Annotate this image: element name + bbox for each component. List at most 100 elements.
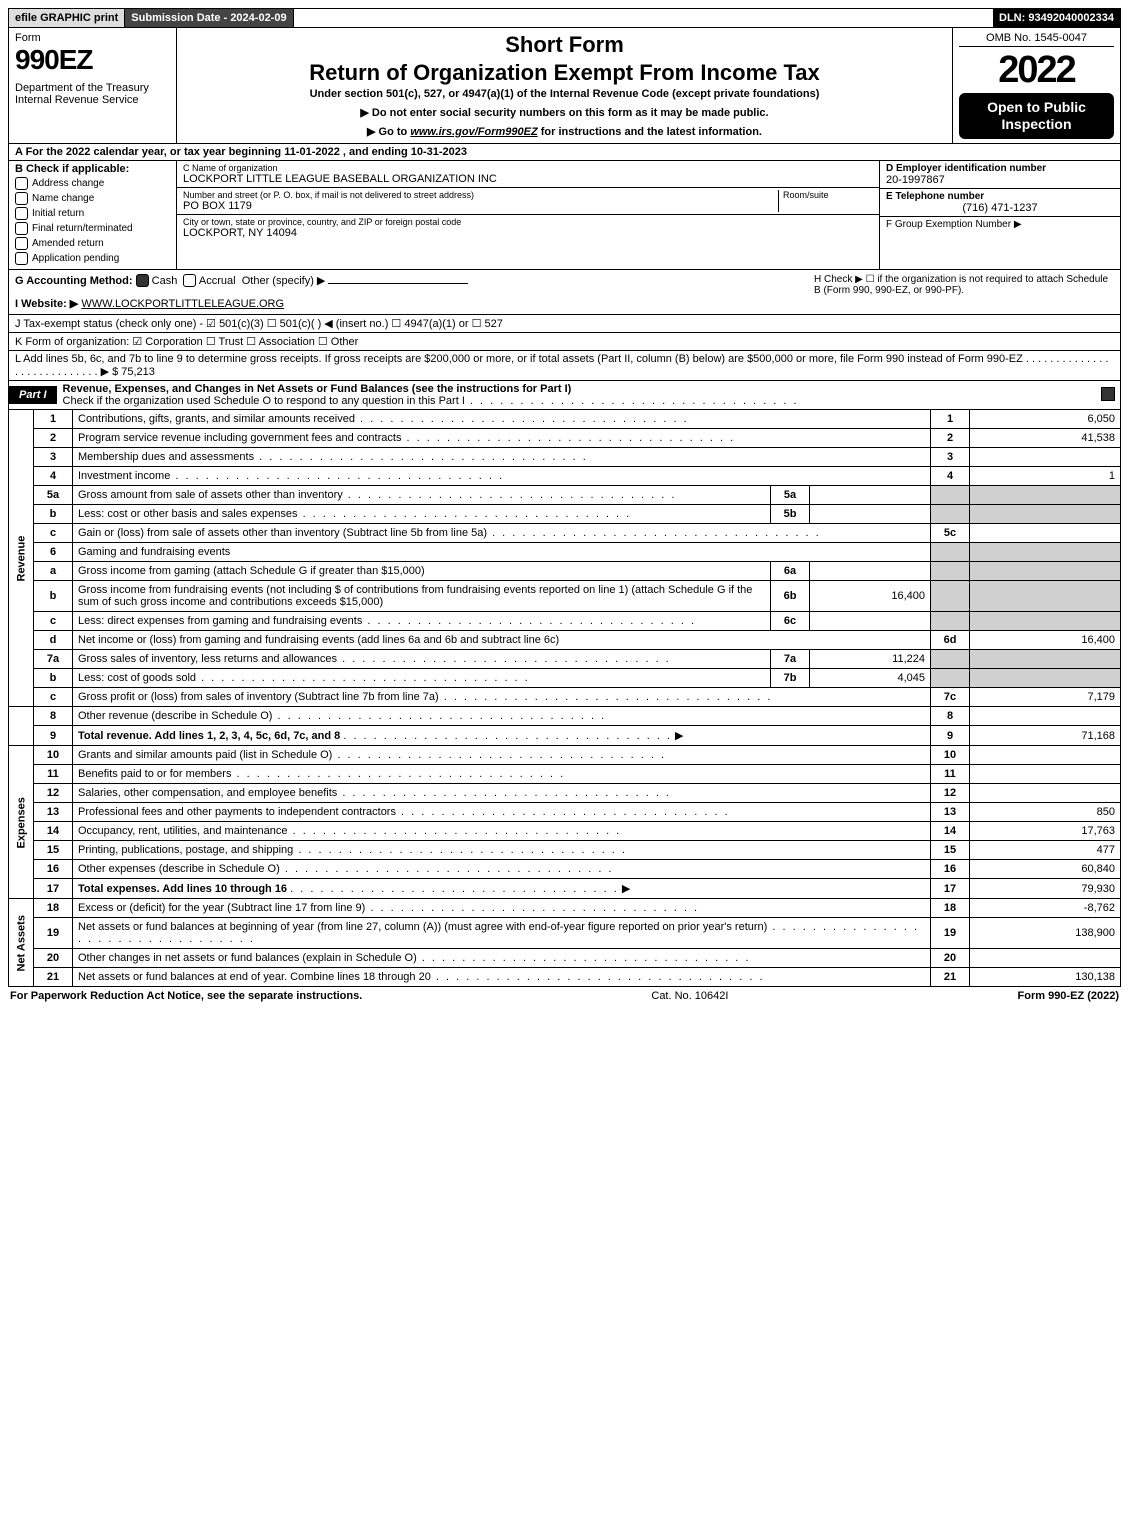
org-name: LOCKPORT LITTLE LEAGUE BASEBALL ORGANIZA… — [183, 173, 873, 185]
ln-7b-num: b — [34, 669, 73, 688]
ln-18-desc: Excess or (deficit) for the year (Subtra… — [73, 899, 931, 918]
c-street-label: Number and street (or P. O. box, if mail… — [183, 190, 778, 200]
ln-2-rv: 41,538 — [970, 429, 1121, 448]
ln-15-num: 15 — [34, 841, 73, 860]
ln-11-rv — [970, 765, 1121, 784]
telephone-value: (716) 471-1237 — [886, 202, 1114, 214]
ln-10-rv — [970, 746, 1121, 765]
lbl-address-change: Address change — [32, 178, 104, 189]
ln-14-rn: 14 — [931, 822, 970, 841]
cb-initial-return[interactable] — [15, 207, 28, 220]
c-room-label: Room/suite — [783, 190, 873, 200]
ln-16-rv: 60,840 — [970, 860, 1121, 879]
lbl-other: Other (specify) ▶ — [242, 275, 326, 287]
ln-14-num: 14 — [34, 822, 73, 841]
ln-5c-num: c — [34, 524, 73, 543]
ln-9-desc: Total revenue. Add lines 1, 2, 3, 4, 5c,… — [73, 726, 931, 746]
ln-5a-mn: 5a — [771, 486, 810, 505]
ln-6c-rn — [931, 612, 970, 631]
ln-6-num: 6 — [34, 543, 73, 562]
irs-link[interactable]: www.irs.gov/Form990EZ — [410, 126, 537, 138]
ln-11-desc: Benefits paid to or for members — [73, 765, 931, 784]
ln-1-num: 1 — [34, 410, 73, 429]
d-label: D Employer identification number — [886, 163, 1114, 174]
cb-cash[interactable] — [136, 274, 149, 287]
ln-6b-mv: 16,400 — [810, 581, 931, 612]
spacer — [294, 9, 993, 27]
h-side: H Check ▶ ☐ if the organization is not r… — [814, 274, 1114, 311]
c-city-label: City or town, state or province, country… — [183, 217, 873, 227]
cb-amended-return[interactable] — [15, 237, 28, 250]
netassets-side-label: Net Assets — [9, 899, 34, 987]
ln-9-num: 9 — [34, 726, 73, 746]
dln-number: DLN: 93492040002334 — [993, 9, 1120, 27]
ln-10-num: 10 — [34, 746, 73, 765]
cb-name-change[interactable] — [15, 192, 28, 205]
ln-7a-rv — [970, 650, 1121, 669]
ln-7a-desc: Gross sales of inventory, less returns a… — [73, 650, 771, 669]
cb-address-change[interactable] — [15, 177, 28, 190]
ln-6-rv — [970, 543, 1121, 562]
ln-3-rv — [970, 448, 1121, 467]
note2-pre: ▶ Go to — [367, 126, 410, 138]
row-gh: G Accounting Method: Cash Accrual Other … — [8, 270, 1121, 316]
ln-7c-num: c — [34, 688, 73, 707]
lbl-accrual: Accrual — [199, 275, 236, 287]
ln-4-num: 4 — [34, 467, 73, 486]
ln-17-num: 17 — [34, 879, 73, 899]
section-bcdef: B Check if applicable: Address change Na… — [8, 161, 1121, 270]
ln-6c-mv — [810, 612, 931, 631]
ln-2-num: 2 — [34, 429, 73, 448]
part-1-title: Revenue, Expenses, and Changes in Net As… — [57, 381, 1096, 409]
ln-17-rn: 17 — [931, 879, 970, 899]
ln-5c-desc: Gain or (loss) from sale of assets other… — [73, 524, 931, 543]
row-k: K Form of organization: ☑ Corporation ☐ … — [8, 333, 1121, 351]
ln-4-rv: 1 — [970, 467, 1121, 486]
ln-5a-rn — [931, 486, 970, 505]
ln-5a-desc: Gross amount from sale of assets other t… — [73, 486, 771, 505]
department-text: Department of the Treasury Internal Reve… — [15, 82, 170, 106]
revenue-table: Revenue 1 Contributions, gifts, grants, … — [8, 410, 1121, 746]
ln-12-rv — [970, 784, 1121, 803]
short-form-title: Short Form — [183, 32, 946, 58]
ln-13-rn: 13 — [931, 803, 970, 822]
ln-7a-num: 7a — [34, 650, 73, 669]
col-c: C Name of organization LOCKPORT LITTLE L… — [177, 161, 880, 269]
form-header: Form 990EZ Department of the Treasury In… — [8, 28, 1121, 144]
ln-5b-rv — [970, 505, 1121, 524]
part-1-subtitle: Check if the organization used Schedule … — [63, 395, 1090, 407]
ln-6a-desc: Gross income from gaming (attach Schedul… — [73, 562, 771, 581]
website-value[interactable]: WWW.LOCKPORTLITTLELEAGUE.ORG — [81, 298, 284, 310]
ln-6d-num: d — [34, 631, 73, 650]
ln-9-rn: 9 — [931, 726, 970, 746]
ein-value: 20-1997867 — [886, 174, 1114, 186]
ln-6d-desc: Net income or (loss) from gaming and fun… — [73, 631, 931, 650]
efile-print-button[interactable]: efile GRAPHIC print — [9, 9, 125, 27]
ln-4-desc: Investment income — [73, 467, 931, 486]
cb-application-pending[interactable] — [15, 252, 28, 265]
ln-8-rv — [970, 707, 1121, 726]
ln-5c-rn: 5c — [931, 524, 970, 543]
ln-14-desc: Occupancy, rent, utilities, and maintena… — [73, 822, 931, 841]
ln-11-num: 11 — [34, 765, 73, 784]
header-subtitle: Under section 501(c), 527, or 4947(a)(1)… — [183, 88, 946, 100]
cb-accrual[interactable] — [183, 274, 196, 287]
ln-7a-mn: 7a — [771, 650, 810, 669]
revenue-side-spacer — [9, 707, 34, 746]
ln-13-desc: Professional fees and other payments to … — [73, 803, 931, 822]
expenses-side-label: Expenses — [9, 746, 34, 899]
ln-5a-mv — [810, 486, 931, 505]
ln-6a-rn — [931, 562, 970, 581]
submission-date: Submission Date - 2024-02-09 — [125, 9, 293, 27]
ln-8-num: 8 — [34, 707, 73, 726]
ln-19-rv: 138,900 — [970, 918, 1121, 949]
ln-15-rv: 477 — [970, 841, 1121, 860]
ln-5b-num: b — [34, 505, 73, 524]
row-l: L Add lines 5b, 6c, and 7b to line 9 to … — [8, 351, 1121, 381]
part-1-checkbox[interactable] — [1101, 387, 1115, 401]
part-1-tab: Part I — [9, 386, 57, 404]
ln-6b-num: b — [34, 581, 73, 612]
cb-final-return[interactable] — [15, 222, 28, 235]
g-label: G Accounting Method: — [15, 275, 133, 287]
open-public-badge: Open to Public Inspection — [959, 93, 1114, 139]
